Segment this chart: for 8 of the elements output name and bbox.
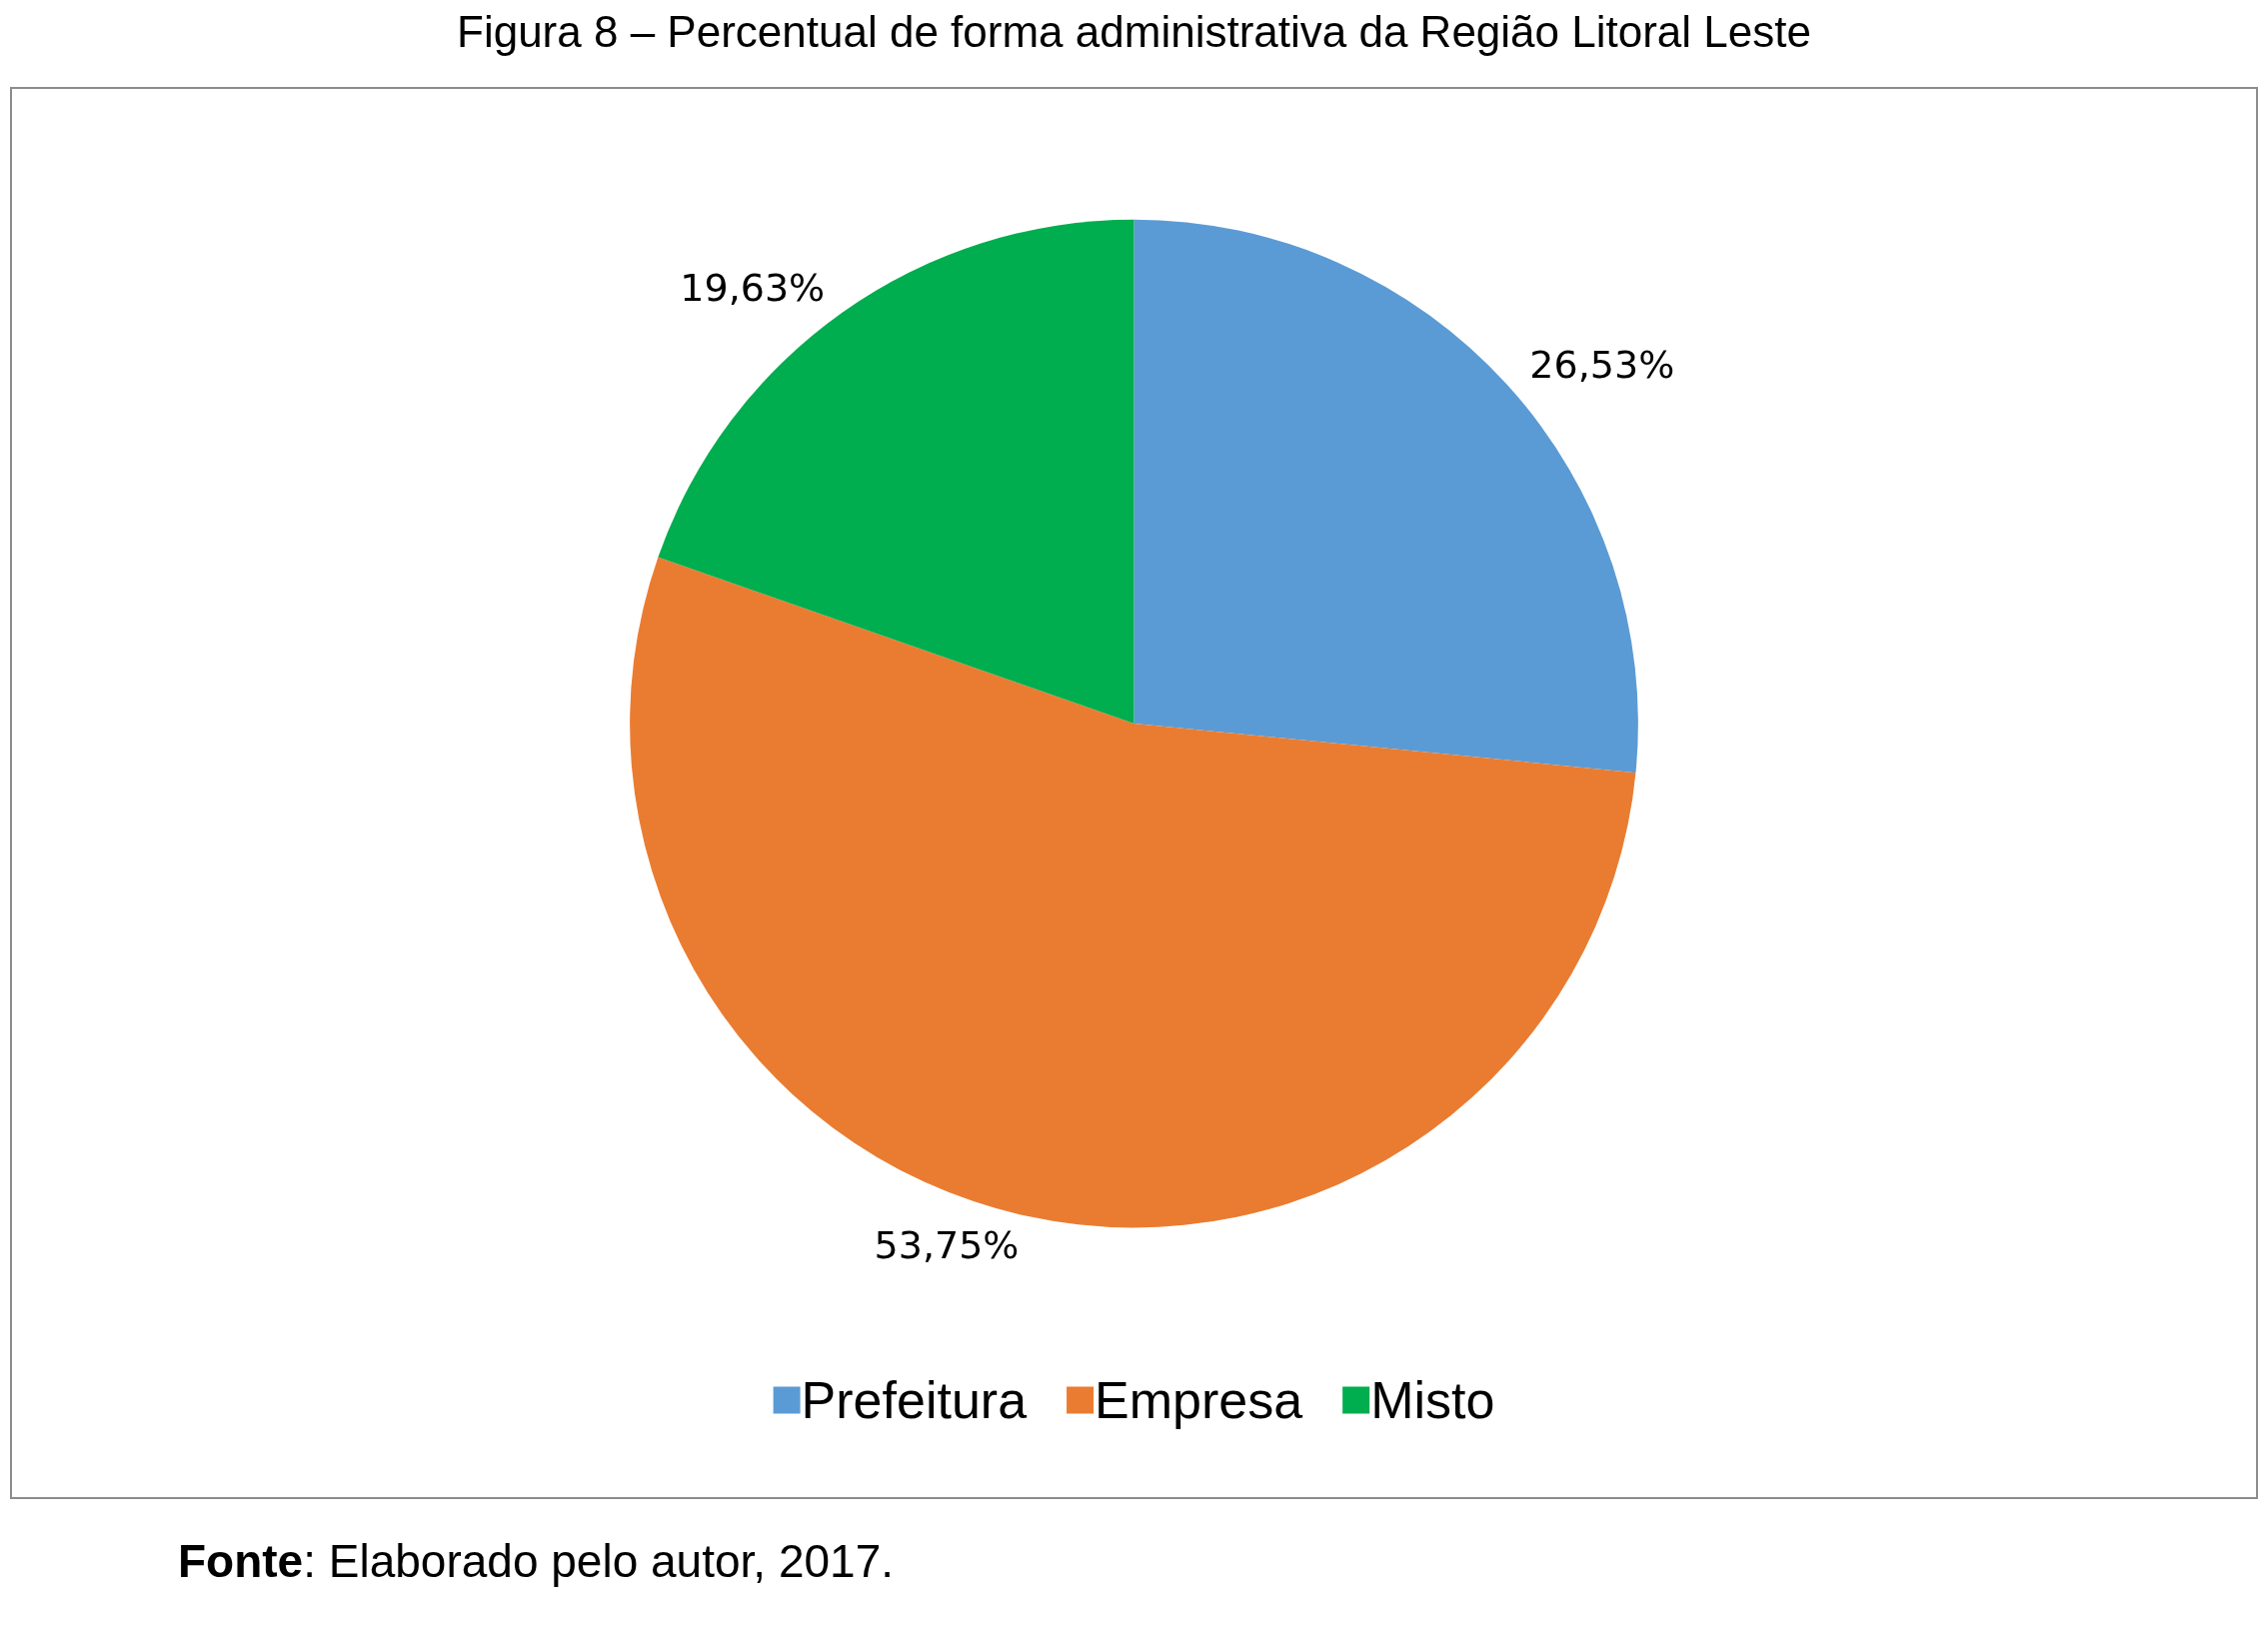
legend-label: Prefeitura [801, 1371, 1028, 1429]
chart-title: Figura 8 – Percentual de forma administrativa da Região Litoral Leste [457, 6, 1811, 56]
data-label: 19,63% [680, 266, 826, 311]
legend-label: Empresa [1095, 1371, 1303, 1429]
data-label: 53,75% [874, 1222, 1020, 1267]
legend-label: Misto [1370, 1371, 1495, 1429]
source-note: Fonte: Elaborado pelo autor, 2017. [178, 1534, 894, 1588]
data-label: 26,53% [1529, 343, 1675, 388]
